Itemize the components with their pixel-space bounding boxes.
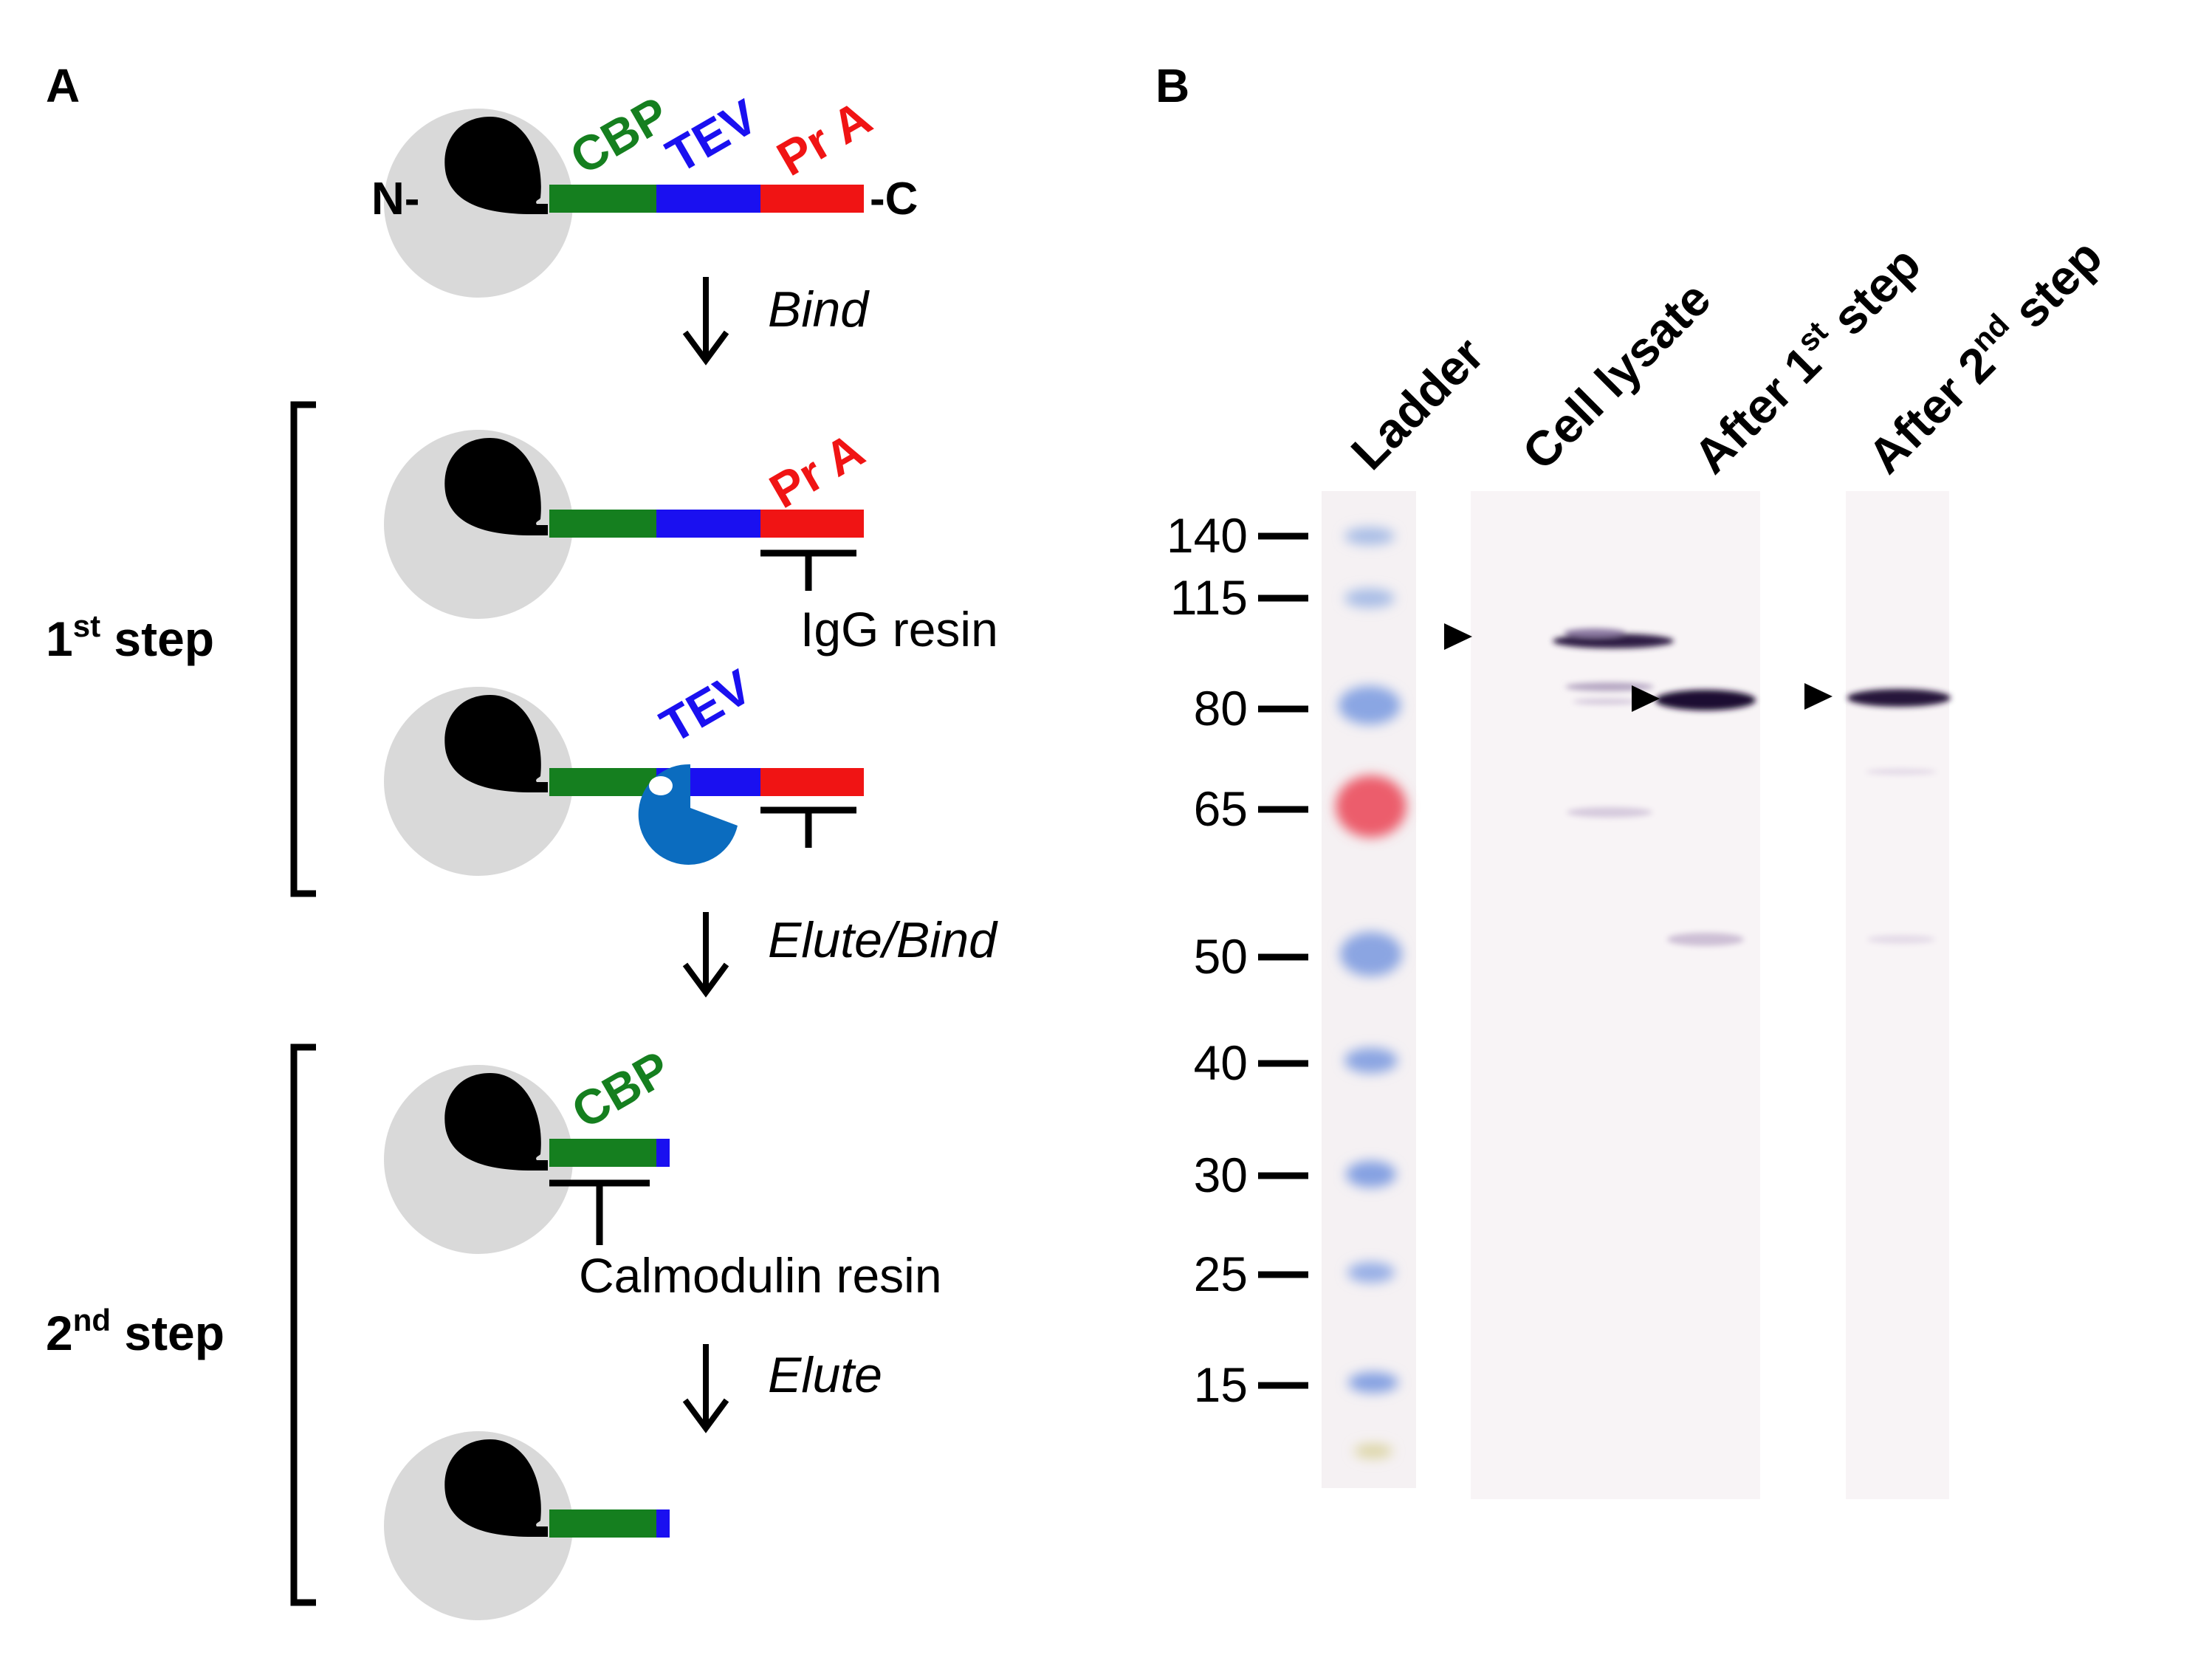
elute-bind-label: Elute/Bind (768, 912, 998, 968)
fusion-bound-igg: Pr A IgG resin (384, 422, 998, 657)
cbp-segment (549, 510, 656, 538)
marker-label-30: 30 (1194, 1148, 1248, 1202)
fusion-construct-full: N- -C CBP TEV Pr A (371, 86, 918, 298)
elute-label: Elute (768, 1347, 882, 1403)
tev-protease-eye (649, 776, 673, 795)
pra-segment (760, 510, 864, 538)
marker-label-80: 80 (1194, 681, 1248, 736)
tev-tag-label: TEV (657, 89, 766, 183)
tev-remnant-segment (656, 1509, 670, 1538)
calmodulin-resin-label: Calmodulin resin (579, 1248, 942, 1303)
second-step-bracket (290, 1043, 316, 1606)
pra-tag-label: Pr A (760, 422, 873, 518)
lane-label-ladder: Ladder (1341, 326, 1494, 480)
cbp-segment (549, 185, 656, 213)
band-arrowhead-lysate (1444, 623, 1472, 650)
marker-label-50: 50 (1194, 929, 1248, 984)
marker-label-15: 15 (1194, 1357, 1248, 1412)
marker-label-40: 40 (1194, 1035, 1248, 1090)
marker-scale: 140 115 80 65 50 40 30 25 15 (1167, 508, 1308, 1412)
c-terminus-label: -C (870, 174, 918, 225)
panel-b-label: B (1155, 59, 1189, 112)
bind-label: Bind (768, 281, 870, 337)
panel-a-schematic: A N- -C CBP TEV Pr A Bind 1st step (46, 59, 998, 1620)
n-terminus-label: N- (371, 174, 419, 225)
second-step-label: 2nd step (46, 1303, 224, 1360)
gel-strip-ladder (1322, 491, 1416, 1488)
panel-b-gel: B Ladder Cell lysate After 1st step Afte… (1155, 59, 2112, 1499)
fusion-bound-calmodulin: CBP Calmodulin resin (384, 1040, 942, 1303)
first-step-label: 1st step (46, 609, 214, 666)
cbp-segment (549, 1509, 656, 1538)
gel-strip-lysate-first (1444, 491, 1760, 1499)
tev-segment (656, 510, 760, 538)
tev-remnant-segment (656, 1139, 670, 1167)
pra-tag-label: Pr A (768, 89, 880, 186)
fusion-tev-cleavage: TEV (384, 659, 864, 876)
bind-arrow: Bind (682, 277, 870, 366)
tev-tag-label: TEV (651, 659, 760, 753)
marker-label-140: 140 (1167, 508, 1248, 563)
pra-segment (760, 768, 864, 796)
marker-label-25: 25 (1194, 1247, 1248, 1301)
panel-a-label: A (46, 59, 80, 112)
first-step-bracket (290, 401, 316, 897)
cbp-tag-label: CBP (563, 1040, 679, 1139)
elute-bind-arrow: Elute/Bind (682, 912, 998, 998)
cbp-segment (549, 1139, 656, 1167)
purified-protein (384, 1431, 670, 1620)
gel-strip-second (1804, 491, 1951, 1499)
band-arrowhead-first (1632, 685, 1660, 712)
marker-label-65: 65 (1194, 781, 1248, 836)
band-arrowhead-second (1804, 683, 1833, 710)
igg-resin-label: IgG resin (800, 602, 998, 657)
cbp-segment (549, 768, 656, 796)
marker-label-115: 115 (1170, 570, 1248, 625)
elute-arrow: Elute (682, 1344, 882, 1433)
pra-segment (760, 185, 864, 213)
tev-segment (656, 185, 760, 213)
